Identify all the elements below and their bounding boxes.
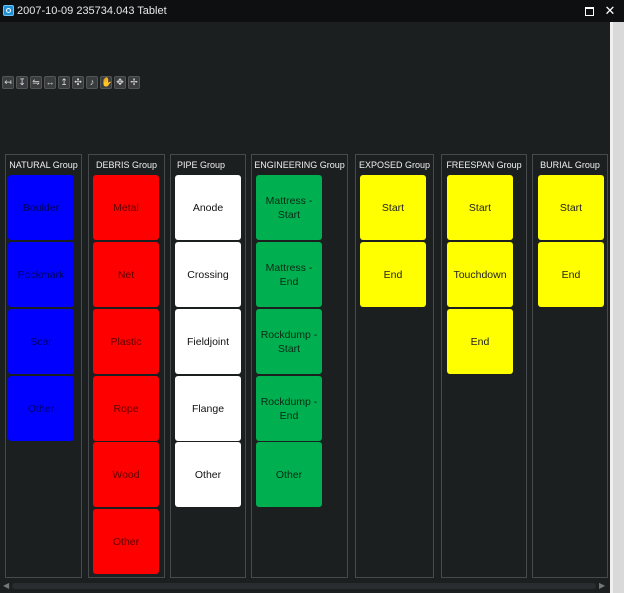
align-left-icon[interactable]: ↤ [2, 76, 14, 89]
group-title: DEBRIS Group [95, 160, 158, 170]
app-icon [3, 5, 14, 16]
debris-plastic-button[interactable]: Plastic [93, 309, 159, 374]
group-title: FREESPAN Group [446, 160, 522, 170]
scroll-track[interactable] [12, 583, 596, 589]
horizontal-scrollbar[interactable]: ◀ ▶ [0, 579, 610, 593]
align-up-icon[interactable]: ↥ [58, 76, 70, 89]
hand-icon[interactable]: ✋ [100, 76, 113, 89]
burial-group: BURIAL Group Start End [532, 154, 608, 578]
note-icon[interactable]: ♪ [86, 76, 98, 89]
engineering-rockdump-end-button[interactable]: Rockdump - End [256, 376, 322, 441]
move-alt-icon[interactable]: ✢ [128, 76, 140, 89]
natural-pockmark-button[interactable]: Pockmark [8, 242, 74, 307]
align-center-icon[interactable]: ↔ [44, 76, 56, 89]
natural-boulder-button[interactable]: Boulder [8, 175, 74, 240]
natural-other-button[interactable]: Other [8, 376, 74, 441]
debris-group: DEBRIS Group Metal Net Plastic Rope Wood… [88, 154, 165, 578]
group-title: BURIAL Group [540, 160, 600, 170]
align-down-icon[interactable]: ↧ [16, 76, 28, 89]
window-title: 2007-10-09 235734.043 Tablet [17, 5, 167, 17]
freespan-group: FREESPAN Group Start Touchdown End [441, 154, 527, 578]
burial-start-button[interactable]: Start [538, 175, 604, 240]
debris-net-button[interactable]: Net [93, 242, 159, 307]
group-title: PIPE Group [177, 160, 226, 170]
natural-scar-button[interactable]: Scar [8, 309, 74, 374]
exposed-end-button[interactable]: End [360, 242, 426, 307]
exposed-start-button[interactable]: Start [360, 175, 426, 240]
natural-group: NATURAL Group Boulder Pockmark Scar Othe… [5, 154, 82, 578]
pipe-group: PIPE Group Anode Crossing Fieldjoint Fla… [170, 154, 246, 578]
debris-other-button[interactable]: Other [93, 509, 159, 574]
pipe-flange-button[interactable]: Flange [175, 376, 241, 441]
exposed-group: EXPOSED Group Start End [355, 154, 434, 578]
expand-icon[interactable]: ✣ [72, 76, 84, 89]
close-button[interactable]: ✕ [604, 3, 616, 18]
debris-wood-button[interactable]: Wood [93, 442, 159, 507]
scroll-left-icon[interactable]: ◀ [3, 581, 10, 590]
group-title: NATURAL Group [9, 160, 78, 170]
pipe-other-button[interactable]: Other [175, 442, 241, 507]
freespan-touchdown-button[interactable]: Touchdown [447, 242, 513, 307]
debris-rope-button[interactable]: Rope [93, 376, 159, 441]
pipe-fieldjoint-button[interactable]: Fieldjoint [175, 309, 241, 374]
engineering-mattress-end-button[interactable]: Mattress - End [256, 242, 322, 307]
spread-icon[interactable]: ⇋ [30, 76, 42, 89]
pipe-crossing-button[interactable]: Crossing [175, 242, 241, 307]
debris-metal-button[interactable]: Metal [93, 175, 159, 240]
maximize-button[interactable] [580, 2, 598, 20]
group-title: ENGINEERING Group [254, 160, 345, 170]
vertical-scrollbar[interactable] [610, 22, 624, 593]
engineering-group: ENGINEERING Group Mattress - Start Mattr… [251, 154, 348, 578]
engineering-other-button[interactable]: Other [256, 442, 322, 507]
engineering-rockdump-start-button[interactable]: Rockdump - Start [256, 309, 322, 374]
freespan-start-button[interactable]: Start [447, 175, 513, 240]
pipe-anode-button[interactable]: Anode [175, 175, 241, 240]
move-icon[interactable]: ✥ [114, 76, 126, 89]
group-title: EXPOSED Group [358, 160, 431, 170]
engineering-mattress-start-button[interactable]: Mattress - Start [256, 175, 322, 240]
title-bar: 2007-10-09 235734.043 Tablet ✕ [0, 0, 624, 22]
maximize-icon [584, 7, 594, 17]
scroll-right-icon[interactable]: ▶ [599, 581, 606, 590]
burial-end-button[interactable]: End [538, 242, 604, 307]
freespan-end-button[interactable]: End [447, 309, 513, 374]
